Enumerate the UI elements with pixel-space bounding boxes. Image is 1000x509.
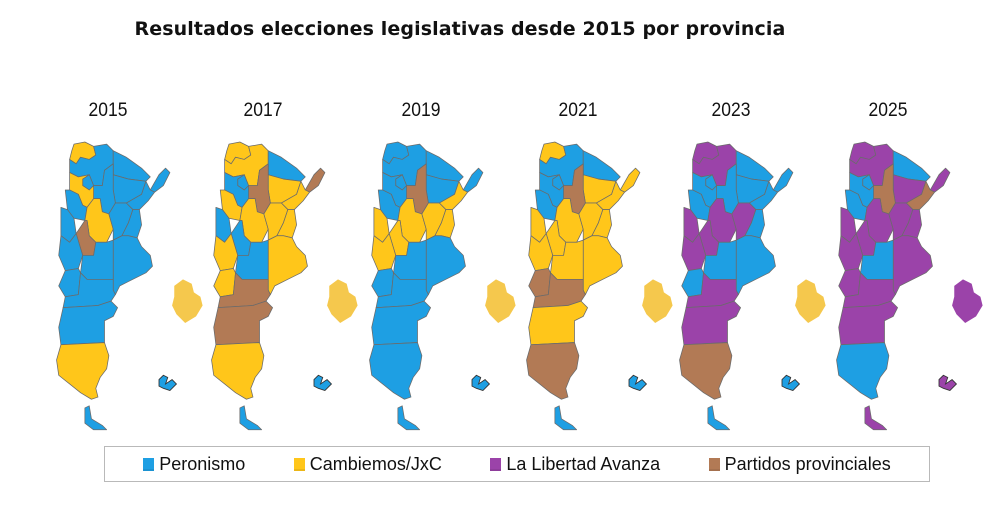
province-tierra-del-fuego-2019: [397, 405, 421, 431]
province-buenos-aires-2021: [582, 235, 623, 295]
map-2019: [369, 141, 516, 431]
province-islas-malvinas-2025: [938, 374, 958, 392]
legend-item-peronismo: Peronismo: [143, 454, 245, 475]
province-neuquen-2025: [838, 268, 861, 298]
map-2023: [679, 141, 826, 431]
province-caba-2017: [327, 279, 358, 323]
province-islas-malvinas-2023: [781, 374, 801, 392]
province-buenos-aires-2019: [425, 235, 466, 295]
province-tierra-del-fuego-2025: [864, 405, 888, 431]
province-mendoza-2021: [528, 233, 554, 272]
province-mendoza-2025: [838, 233, 864, 272]
province-islas-malvinas-2021: [628, 374, 648, 392]
legend-swatch-peronismo: [143, 457, 155, 471]
province-chubut-2019: [371, 300, 431, 346]
map-2015: [56, 141, 203, 431]
province-chubut-2023: [681, 300, 741, 346]
year-label-2023: 2023: [711, 100, 751, 121]
province-chubut-2021: [528, 300, 588, 346]
province-neuquen-2019: [371, 268, 394, 298]
legend-item-lla: La Libertad Avanza: [490, 454, 660, 475]
province-neuquen-2017: [213, 268, 236, 298]
province-caba-2025: [952, 279, 983, 323]
year-label-2019: 2019: [401, 100, 441, 121]
province-santa-cruz-2017: [211, 342, 265, 400]
province-chubut-2017: [213, 300, 273, 346]
legend-swatch-provinciales: [708, 457, 720, 471]
province-caba-2023: [795, 279, 826, 323]
year-label-2025: 2025: [868, 100, 908, 121]
maps-svg: [56, 141, 983, 431]
year-label-2015: 2015: [88, 100, 128, 121]
year-label-2017: 2017: [243, 100, 283, 121]
province-misiones-2025: [929, 167, 951, 193]
province-buenos-aires-2023: [735, 235, 776, 295]
province-buenos-aires-2017: [267, 235, 308, 295]
province-buenos-aires-2015: [112, 235, 153, 295]
province-caba-2015: [172, 279, 203, 323]
legend-item-cambiemos: Cambiemos/JxC: [293, 453, 442, 475]
province-tierra-del-fuego-2023: [707, 405, 731, 431]
legend-item-provinciales: Partidos provinciales: [708, 453, 891, 475]
province-tierra-del-fuego-2017: [239, 405, 263, 431]
province-mendoza-2015: [58, 233, 84, 272]
province-neuquen-2023: [681, 268, 704, 298]
legend-label-lla: La Libertad Avanza: [506, 453, 661, 474]
province-misiones-2017: [304, 167, 326, 193]
maps-container: 2015 2017 2019 2021 2023 2025: [56, 100, 983, 431]
province-tierra-del-fuego-2015: [84, 405, 108, 431]
legend-label-peronismo: Peronismo: [159, 453, 246, 474]
province-chubut-2015: [58, 300, 118, 346]
province-santa-cruz-2023: [679, 342, 733, 400]
province-misiones-2015: [149, 167, 171, 193]
legend-label-cambiemos: Cambiemos/JxC: [309, 453, 442, 474]
year-label-2021: 2021: [558, 100, 598, 121]
province-mendoza-2017: [213, 233, 239, 272]
province-islas-malvinas-2019: [471, 374, 491, 392]
province-caba-2019: [485, 279, 516, 323]
map-2021: [526, 141, 673, 431]
province-neuquen-2021: [528, 268, 551, 298]
province-misiones-2021: [619, 167, 641, 193]
legend-swatch-cambiemos: [293, 457, 305, 471]
province-santa-cruz-2021: [526, 342, 580, 400]
province-santa-cruz-2019: [369, 342, 423, 400]
map-2017: [211, 141, 358, 431]
province-chubut-2025: [838, 300, 898, 346]
province-santa-cruz-2025: [836, 342, 890, 400]
chart-title: Resultados elecciones legislativas desde…: [134, 18, 786, 40]
province-neuquen-2015: [58, 268, 81, 298]
legend-label-provinciales: Partidos provinciales: [724, 453, 891, 474]
province-buenos-aires-2025: [892, 235, 933, 295]
province-misiones-2023: [772, 167, 794, 193]
province-tierra-del-fuego-2021: [554, 405, 578, 431]
province-islas-malvinas-2017: [313, 374, 333, 392]
province-santa-cruz-2015: [56, 342, 110, 400]
province-caba-2021: [642, 279, 673, 323]
legend: Peronismo Cambiemos/JxC La Libertad Avan…: [104, 446, 930, 482]
province-misiones-2019: [462, 167, 484, 193]
map-2025: [836, 141, 983, 431]
province-mendoza-2023: [681, 233, 707, 272]
province-mendoza-2019: [371, 233, 397, 272]
province-islas-malvinas-2015: [158, 374, 178, 392]
legend-swatch-lla: [490, 457, 502, 471]
